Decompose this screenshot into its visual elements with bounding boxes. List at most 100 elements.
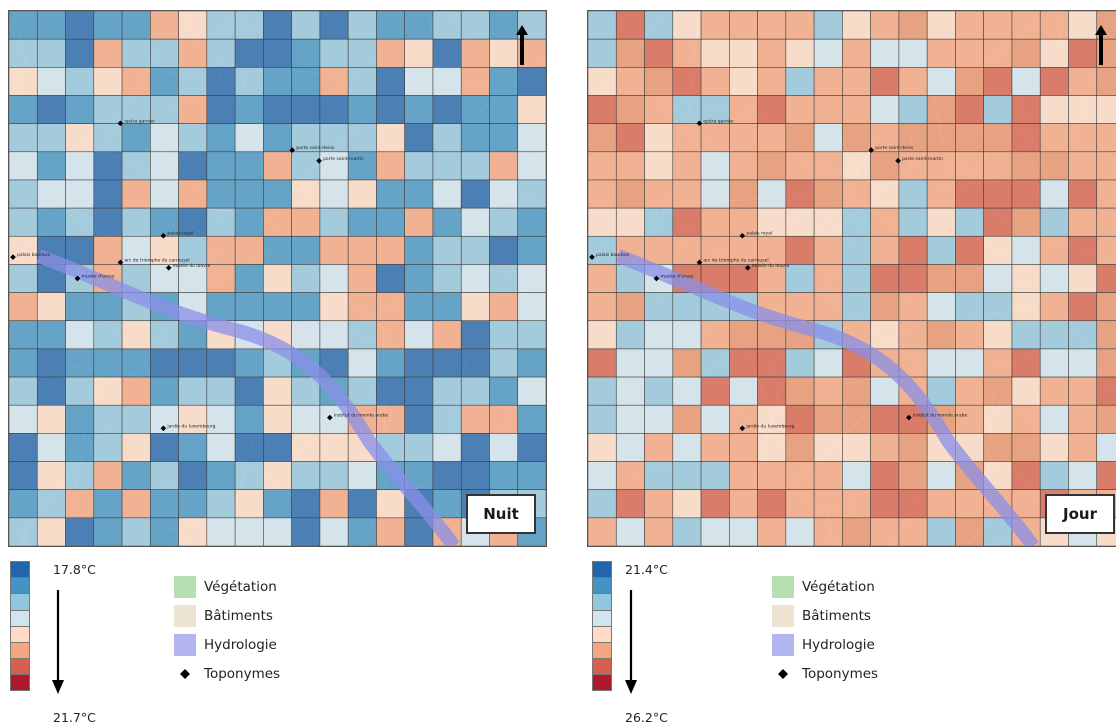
grid-cell: [517, 433, 546, 462]
scale-swatch: [10, 658, 30, 675]
grid-cell: [432, 348, 462, 378]
grid-cell: [757, 11, 787, 40]
grid-cell: [517, 123, 546, 153]
grid-cell: [983, 264, 1013, 293]
grid-cell: [644, 489, 674, 519]
grid-cell: [432, 404, 462, 434]
grid-cell: [206, 489, 236, 519]
grid-cell: [121, 95, 151, 124]
grid-cell: [898, 461, 928, 490]
grid-cell: [644, 433, 674, 462]
grid-cell: [785, 348, 815, 378]
grid-cell: [234, 404, 264, 434]
grid-cell: [150, 517, 179, 546]
toponym-label: jardin du luxembourg: [166, 423, 215, 429]
grid-cell: [263, 179, 292, 209]
grid-cell: [65, 433, 95, 462]
scale-swatch: [10, 625, 30, 642]
grid-cell: [870, 320, 900, 350]
grid-cell: [319, 207, 349, 237]
grid-cell: [93, 207, 123, 237]
grid-cell: [93, 489, 123, 519]
grid-cell: [955, 489, 984, 519]
grid-cell: [870, 489, 900, 519]
grid-cell: [65, 207, 95, 237]
grid-cell: [65, 517, 95, 546]
toponym-label: porte saint-denis: [296, 145, 335, 151]
grid-cell: [121, 404, 151, 434]
grid-cell: [842, 376, 871, 406]
grid-cell: [489, 376, 519, 406]
grid-cell: [319, 489, 349, 519]
grid-cell: [150, 95, 179, 124]
scale-swatch: [592, 625, 612, 642]
grid-cell: [700, 179, 730, 209]
grid-cell: [1011, 95, 1041, 124]
grid-cell: [291, 11, 321, 40]
grid-cell: [150, 320, 179, 350]
grid-cell: [347, 348, 377, 378]
grid-cell: [672, 292, 702, 322]
grid-cell: [65, 151, 95, 181]
grid-cell: [93, 67, 123, 96]
grid-cell: [1068, 320, 1098, 350]
grid-cell: [1039, 179, 1069, 209]
grid-cell: [460, 151, 490, 181]
grid-cell: [813, 67, 843, 96]
grid-cell: [644, 376, 674, 406]
grid-cell: [644, 320, 674, 350]
grid-cell: [1011, 348, 1041, 378]
toponym-label: palais royal: [167, 231, 193, 237]
grid-cell: [65, 11, 95, 40]
grid-cell: [757, 38, 787, 68]
grid-cell: [729, 67, 758, 96]
grid-cell: [672, 433, 702, 462]
grid-cell: [432, 320, 462, 350]
grid-cell: [926, 95, 956, 124]
toponym-label: musée du louvre: [752, 262, 790, 269]
toponym-marker: [160, 425, 167, 432]
grid-cell: [700, 123, 730, 153]
grid-cell: [263, 95, 292, 124]
grid-cell: [1011, 320, 1041, 350]
grid-cell: [785, 123, 815, 153]
toponym-marker: [868, 147, 875, 153]
grid-cell: [1039, 292, 1069, 322]
grid-cell: [234, 179, 264, 209]
grid-cell: [65, 376, 95, 406]
grid-cell: [234, 517, 264, 546]
grid-cell: [983, 67, 1013, 96]
grid-cell: [489, 433, 519, 462]
legend-item-vegetation: Végétation: [174, 572, 280, 601]
grid-cell: [955, 376, 984, 406]
grid-cell: [813, 95, 843, 124]
grid-cell: [517, 235, 546, 265]
grid-cell: [36, 179, 66, 209]
grid-cell: [432, 489, 462, 519]
temperature-cells: [588, 11, 1116, 546]
grid-cell: [517, 461, 546, 490]
grid-cell: [319, 264, 349, 293]
grid-cell: [347, 151, 377, 181]
grid-cell: [672, 404, 702, 434]
grid-cell: [93, 461, 123, 490]
grid-cell: [121, 433, 151, 462]
grid-cell: [926, 461, 956, 490]
grid-cell: [234, 461, 264, 490]
grid-cell: [489, 404, 519, 434]
grid-cell: [263, 433, 292, 462]
grid-cell: [460, 433, 490, 462]
grid-cell: [672, 67, 702, 96]
grid-cell: [1096, 292, 1116, 322]
grid-cell: [376, 67, 405, 96]
grid-cell: [489, 38, 519, 68]
grid-cell: [955, 348, 984, 378]
vegetation-swatch: [174, 575, 196, 598]
grid-cell: [729, 123, 758, 153]
grid-cell: [432, 264, 462, 293]
grid-cell: [376, 264, 405, 293]
grid-cell: [1068, 264, 1098, 293]
grid-cell: [813, 489, 843, 519]
grid-cell: [700, 517, 730, 546]
grid-cell: [983, 320, 1013, 350]
